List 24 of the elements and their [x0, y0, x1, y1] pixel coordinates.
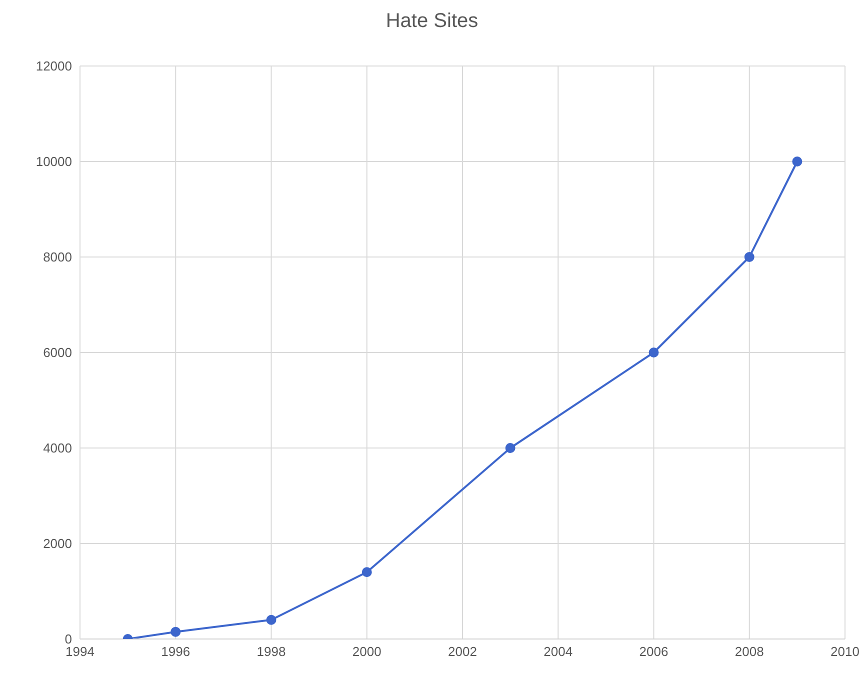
x-tick-label: 1994 [66, 644, 94, 660]
point [266, 614, 276, 625]
y-tick-label: 4000 [43, 440, 72, 456]
y-tick-label: 12000 [36, 58, 72, 74]
point [792, 156, 802, 166]
x-tick-label: 1998 [256, 644, 286, 660]
point [170, 626, 181, 637]
x-tick-label: 2004 [544, 644, 573, 660]
point [744, 252, 754, 262]
y-tick-label: 0 [64, 632, 72, 647]
y-tick-label: 2000 [43, 536, 72, 552]
point [505, 443, 516, 453]
x-tick-label: 2000 [352, 644, 382, 660]
point [362, 567, 372, 578]
x-tick-label: 2008 [734, 644, 764, 660]
chart-title: Hate Sites [384, 10, 480, 33]
x-tick-label: 1996 [161, 644, 190, 660]
y-tick-label: 10000 [36, 154, 72, 170]
y-tick-label: 6000 [43, 345, 72, 360]
x-tick-label: 2006 [639, 644, 668, 660]
x-tick-label: 2002 [448, 644, 477, 660]
y-tick-label: 8000 [43, 250, 72, 265]
point [648, 348, 659, 358]
x-tick-label: 2010 [830, 644, 860, 660]
